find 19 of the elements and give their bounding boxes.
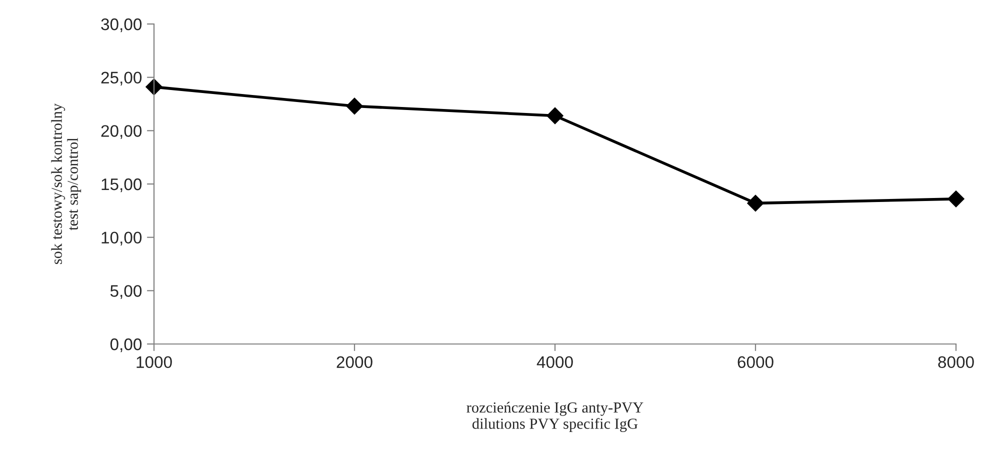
y-tick-label: 0,00 [110,338,142,352]
x-tick-label: 4000 [536,356,573,368]
y-tick-label: 25,00 [101,72,142,86]
y-tick-label: 30,00 [101,18,142,32]
point [546,107,564,124]
x-tick-label: 6000 [738,356,774,368]
point [948,190,964,208]
y-tick-label: 5,00 [110,285,142,299]
point [146,78,162,96]
x-tick-label: 2000 [336,356,372,368]
point [747,194,764,212]
y-axis-title: sok testowy/sok kontrolny test sap/control [51,103,82,264]
y-tick-label: 15,00 [102,178,142,192]
y-tick-label: 20,00 [101,125,142,139]
y-tick-label: 10,00 [102,232,142,246]
x-tick-label: 1000 [136,356,172,368]
x-axis-title: rozcieńczenie IgG anty-PVY dilutions PVY specific IgG [466,402,644,432]
point [346,98,363,115]
x-tick-label: 8000 [938,356,974,368]
